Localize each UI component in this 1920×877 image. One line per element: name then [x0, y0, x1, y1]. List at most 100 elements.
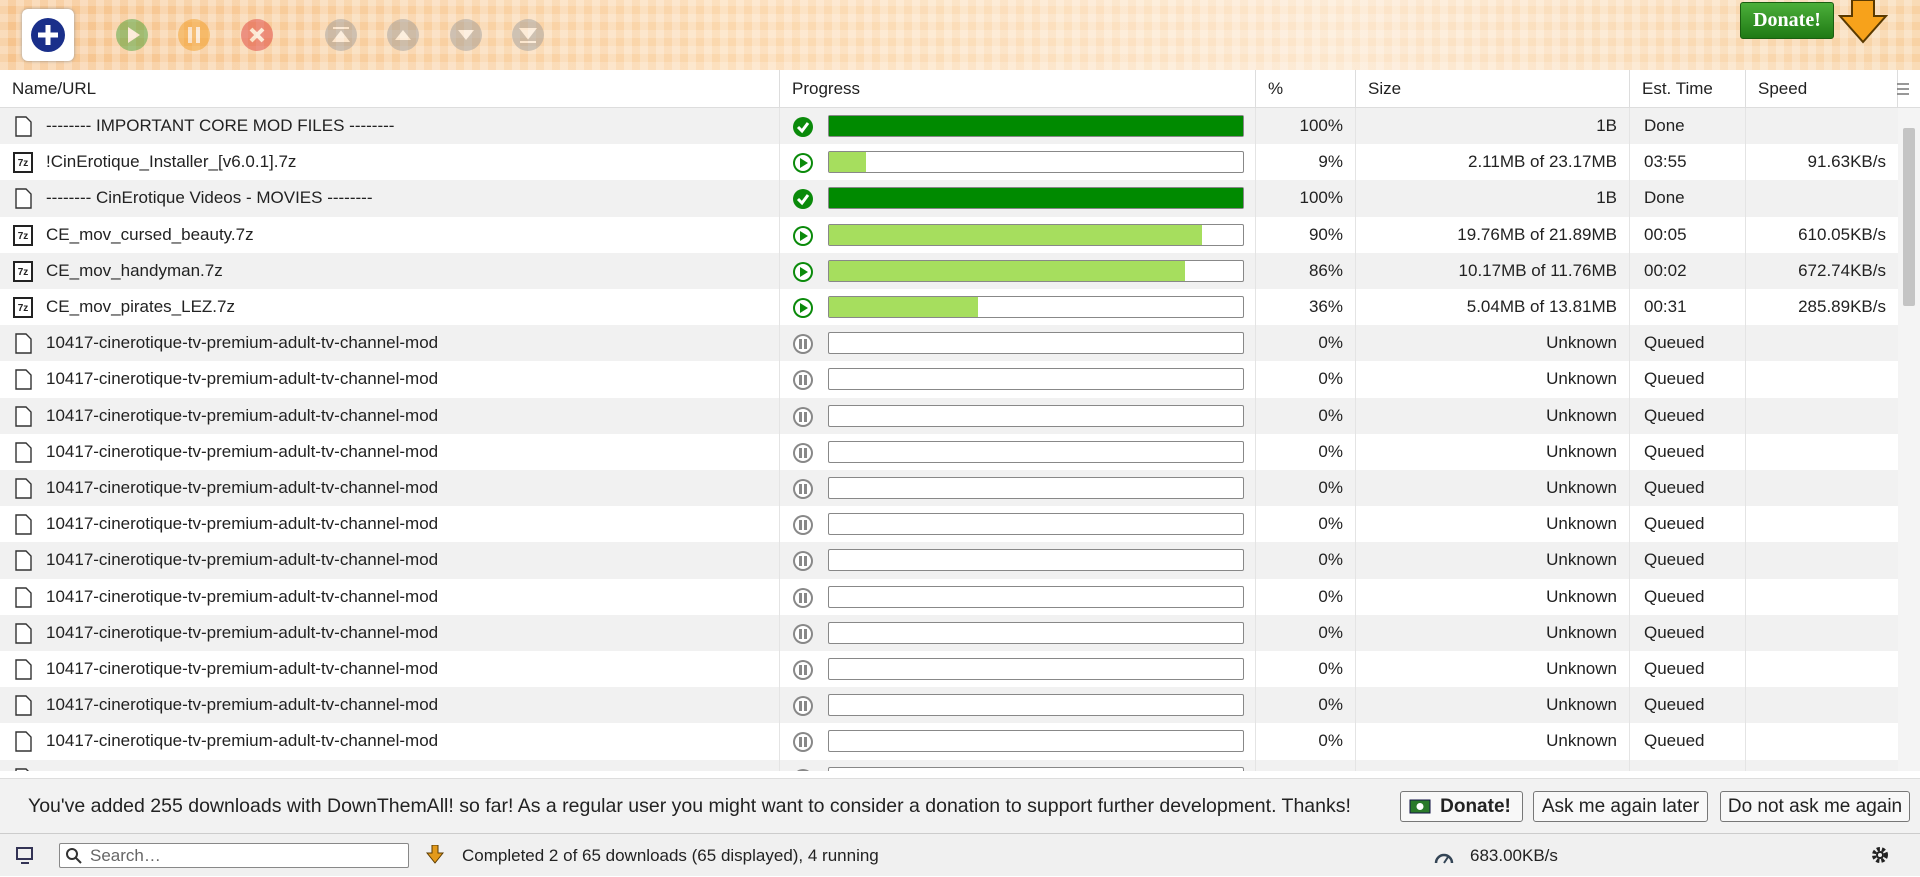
column-header[interactable]: Name/URL — [0, 70, 780, 108]
time-cell: Queued — [1630, 760, 1746, 771]
download-row[interactable]: 10417-cinerotique-tv-premium-adult-tv-ch… — [0, 325, 1898, 361]
name-cell: 10417-cinerotique-tv-premium-adult-tv-ch… — [46, 506, 780, 542]
status-icon — [792, 586, 814, 608]
progress-bar — [828, 658, 1244, 680]
download-row[interactable]: 10417-cinerotique-tv-premium-adult-tv-ch… — [0, 361, 1898, 397]
progress-bar — [828, 477, 1244, 499]
column-header[interactable]: Est. Time — [1630, 70, 1746, 108]
column-menu[interactable] — [1896, 82, 1910, 96]
download-row[interactable]: 10417-cinerotique-tv-premium-adult-tv-ch… — [0, 506, 1898, 542]
time-cell: 00:31 — [1630, 289, 1746, 325]
time-cell: Done — [1630, 108, 1746, 144]
scrollbar[interactable] — [1898, 108, 1920, 771]
download-row[interactable]: 10417-cinerotique-tv-premium-adult-tv-ch… — [0, 398, 1898, 434]
file-icon — [13, 478, 33, 499]
status-icon — [792, 658, 814, 680]
download-row[interactable]: 10417-cinerotique-tv-premium-adult-tv-ch… — [0, 723, 1898, 759]
file-icon: 7z — [13, 225, 33, 246]
percent-cell: 100% — [1256, 108, 1356, 144]
name-cell: 10417-cinerotique-tv-premium-adult-tv-ch… — [46, 434, 780, 470]
column-header[interactable]: Progress — [780, 70, 1256, 108]
column-header[interactable]: Speed — [1746, 70, 1898, 108]
percent-cell: 0% — [1256, 398, 1356, 434]
download-row[interactable]: 10417-cinerotique-tv-premium-adult-tv-ch… — [0, 760, 1898, 771]
status-icon — [792, 622, 814, 644]
size-cell: Unknown — [1356, 506, 1630, 542]
search-box[interactable]: Search… — [59, 843, 409, 868]
download-row[interactable]: -------- CinErotique Videos - MOVIES ---… — [0, 180, 1898, 216]
speed-cell: 285.89KB/s — [1746, 289, 1898, 325]
progress-bar — [828, 260, 1244, 282]
time-cell: 00:05 — [1630, 217, 1746, 253]
speed-cell: 610.05KB/s — [1746, 217, 1898, 253]
divider — [779, 434, 780, 470]
notification-button[interactable]: Donate! — [1400, 791, 1523, 822]
status-icon — [792, 296, 814, 318]
file-icon — [13, 369, 33, 390]
name-cell: 10417-cinerotique-tv-premium-adult-tv-ch… — [46, 542, 780, 578]
download-row[interactable]: -------- IMPORTANT CORE MOD FILES ------… — [0, 108, 1898, 144]
status-icon — [792, 477, 814, 499]
speed-cell: 672.74KB/s — [1746, 253, 1898, 289]
divider — [779, 506, 780, 542]
size-cell: Unknown — [1356, 687, 1630, 723]
file-icon — [13, 695, 33, 716]
download-row[interactable]: 10417-cinerotique-tv-premium-adult-tv-ch… — [0, 470, 1898, 506]
cancel-button[interactable] — [231, 9, 283, 61]
download-row[interactable]: 10417-cinerotique-tv-premium-adult-tv-ch… — [0, 579, 1898, 615]
name-cell: -------- IMPORTANT CORE MOD FILES ------… — [46, 108, 780, 144]
column-header[interactable]: % — [1256, 70, 1356, 108]
resume-button[interactable] — [106, 9, 158, 61]
divider — [779, 651, 780, 687]
settings-icon[interactable] — [1870, 845, 1890, 865]
divider — [779, 325, 780, 361]
download-row[interactable]: 10417-cinerotique-tv-premium-adult-tv-ch… — [0, 651, 1898, 687]
status-icon — [792, 405, 814, 427]
add-button[interactable] — [22, 9, 74, 61]
time-cell: Queued — [1630, 723, 1746, 759]
divider — [779, 180, 780, 216]
donate-button[interactable]: Donate! — [1740, 2, 1834, 39]
time-cell: 00:02 — [1630, 253, 1746, 289]
download-row[interactable]: 10417-cinerotique-tv-premium-adult-tv-ch… — [0, 615, 1898, 651]
size-cell: 10.17MB of 11.76MB — [1356, 253, 1630, 289]
notification-button[interactable]: Do not ask me again — [1720, 791, 1910, 822]
progress-bar — [828, 115, 1244, 137]
move-up-button[interactable] — [377, 9, 429, 61]
notification-button[interactable]: Ask me again later — [1533, 791, 1708, 822]
divider — [779, 579, 780, 615]
download-row[interactable]: 10417-cinerotique-tv-premium-adult-tv-ch… — [0, 434, 1898, 470]
percent-cell: 0% — [1256, 361, 1356, 397]
status-speed: 683.00KB/s — [1470, 834, 1558, 877]
progress-bar — [828, 549, 1244, 571]
move-down-button[interactable] — [440, 9, 492, 61]
pause-button[interactable] — [168, 9, 220, 61]
name-cell: 10417-cinerotique-tv-premium-adult-tv-ch… — [46, 723, 780, 759]
progress-bar — [828, 622, 1244, 644]
move-bottom-button[interactable] — [502, 9, 554, 61]
sidebar-icon[interactable] — [15, 846, 35, 866]
name-cell: -------- CinErotique Videos - MOVIES ---… — [46, 180, 780, 216]
progress-bar — [828, 767, 1244, 771]
status-icon — [792, 332, 814, 354]
move-top-button[interactable] — [315, 9, 367, 61]
divider — [779, 253, 780, 289]
column-header[interactable]: Size — [1356, 70, 1630, 108]
download-row[interactable]: 10417-cinerotique-tv-premium-adult-tv-ch… — [0, 542, 1898, 578]
percent-cell: 0% — [1256, 542, 1356, 578]
percent-cell: 0% — [1256, 506, 1356, 542]
progress-bar — [828, 586, 1244, 608]
file-icon — [13, 659, 33, 680]
download-row[interactable]: 10417-cinerotique-tv-premium-adult-tv-ch… — [0, 687, 1898, 723]
percent-cell: 0% — [1256, 434, 1356, 470]
size-cell: 19.76MB of 21.89MB — [1356, 217, 1630, 253]
divider — [779, 687, 780, 723]
time-cell: Queued — [1630, 579, 1746, 615]
name-cell: CE_mov_pirates_LEZ.7z — [46, 289, 780, 325]
notification-message: You've added 255 downloads with DownThem… — [28, 779, 1351, 834]
time-cell: Queued — [1630, 542, 1746, 578]
